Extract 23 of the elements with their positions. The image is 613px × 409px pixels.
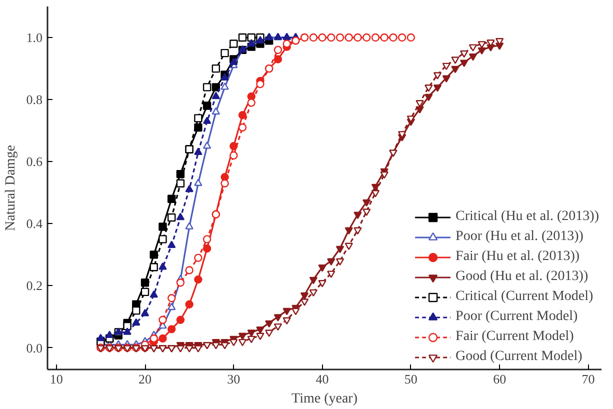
x-axis-title: Time (year): [292, 392, 358, 406]
y-tick-label: 1.0: [26, 30, 42, 46]
legend-label: Poor (Current Model): [456, 309, 578, 325]
legend-label: Fair (Current Model): [456, 329, 574, 345]
y-tick-label: 0.8: [26, 92, 42, 108]
x-tick-label: 20: [138, 372, 152, 386]
x-tick-label: 60: [493, 372, 506, 386]
legend-label: Poor (Hu et al. (2013)): [456, 229, 584, 245]
y-tick-label: 0.4: [26, 216, 43, 232]
x-tick-label: 10: [50, 372, 63, 386]
x-tick-label: 40: [316, 372, 329, 386]
y-tick-label: 0.0: [26, 340, 42, 356]
legend-label: Fair (Hu et al. (2013)): [456, 249, 580, 265]
y-axis-title: Natural Damge: [3, 145, 18, 231]
legend-label: Critical (Current Model): [456, 289, 594, 305]
legend-label: Good (Hu et al. (2013)): [456, 269, 588, 285]
legend-label: Critical (Hu et al. (2013)): [456, 209, 599, 225]
x-tick-label: 50: [404, 372, 418, 386]
y-tick-label: 0.6: [26, 154, 43, 170]
x-tick-label: 70: [582, 372, 595, 386]
legend-label: Good (Current Model): [456, 349, 582, 365]
x-tick-label: 30: [227, 372, 240, 386]
y-tick-label: 0.2: [26, 278, 42, 294]
